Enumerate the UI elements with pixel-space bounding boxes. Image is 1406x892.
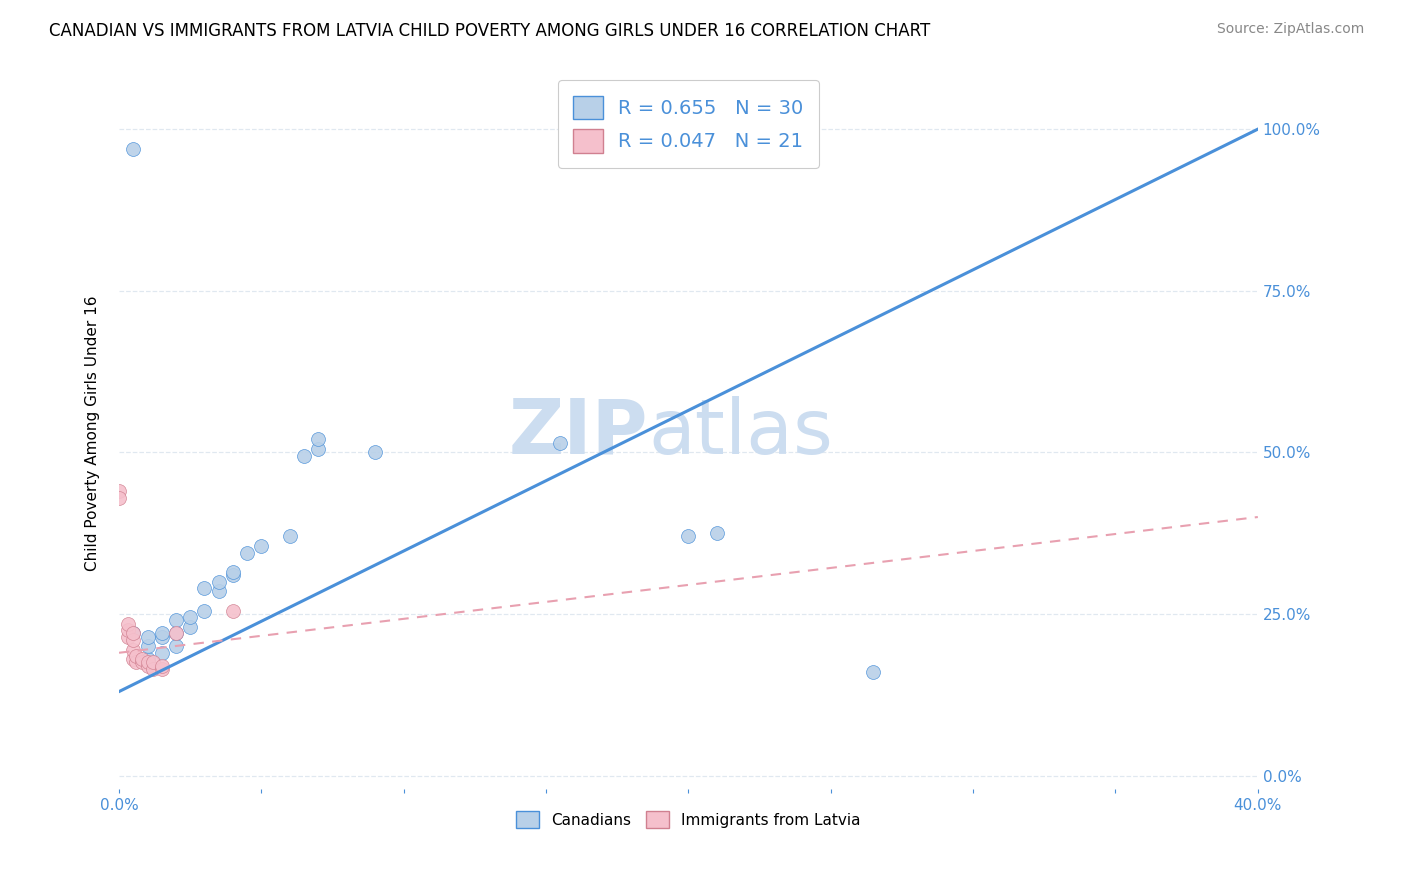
Point [117,630,139,644]
Point [678,529,700,543]
Point [307,442,329,457]
Point [165,626,187,640]
Point [222,568,245,582]
Point [193,581,215,595]
Point [136,640,159,654]
Y-axis label: Child Poverty Among Girls Under 16: Child Poverty Among Girls Under 16 [86,295,100,571]
Text: ZIP: ZIP [509,396,648,470]
Point [179,620,201,634]
Point [122,626,145,640]
Point [150,626,173,640]
Point [150,662,173,676]
Point [236,545,259,559]
Text: atlas: atlas [648,396,834,470]
Point [862,665,884,680]
Text: Source: ZipAtlas.com: Source: ZipAtlas.com [1216,22,1364,37]
Point [108,491,131,505]
Point [165,614,187,628]
Point [222,604,245,618]
Point [165,640,187,654]
Point [122,142,145,156]
Point [125,648,148,663]
Point [142,662,165,676]
Point [136,652,159,666]
Point [136,630,159,644]
Point [131,656,153,670]
Legend: Canadians, Immigrants from Latvia: Canadians, Immigrants from Latvia [510,805,868,834]
Point [117,623,139,637]
Point [150,658,173,673]
Point [150,630,173,644]
Point [117,616,139,631]
Point [179,610,201,624]
Point [250,539,273,553]
Point [222,565,245,579]
Point [364,445,387,459]
Point [208,584,231,599]
Point [131,652,153,666]
Point [307,433,329,447]
Point [122,652,145,666]
Point [136,656,159,670]
Point [165,626,187,640]
Point [108,484,131,499]
Text: CANADIAN VS IMMIGRANTS FROM LATVIA CHILD POVERTY AMONG GIRLS UNDER 16 CORRELATIO: CANADIAN VS IMMIGRANTS FROM LATVIA CHILD… [49,22,931,40]
Point [122,642,145,657]
Point [278,529,301,543]
Point [122,632,145,647]
Point [706,526,728,541]
Point [150,646,173,660]
Point [193,604,215,618]
Point [122,626,145,640]
Point [208,574,231,589]
Point [292,449,315,463]
Point [550,435,572,450]
Point [125,656,148,670]
Point [142,656,165,670]
Point [136,658,159,673]
